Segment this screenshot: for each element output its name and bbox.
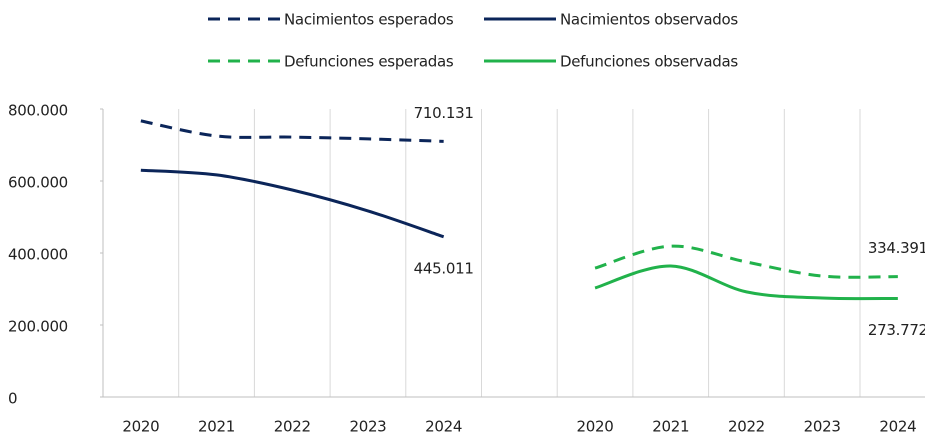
y-tick-label: 200.000 bbox=[8, 318, 68, 336]
legend-label: Nacimientos observados bbox=[560, 11, 738, 29]
data-label: 445.011 bbox=[414, 259, 474, 277]
x-tick-label: 2023 bbox=[804, 418, 841, 436]
data-label: 273.772 bbox=[868, 321, 925, 339]
line-series bbox=[140, 168, 445, 239]
data-label: 334.391 bbox=[868, 239, 925, 257]
line-series bbox=[594, 264, 898, 301]
x-tick-label: 2020 bbox=[577, 418, 614, 436]
x-tick-label: 2021 bbox=[652, 418, 689, 436]
y-tick-label: 800.000 bbox=[8, 102, 68, 120]
x-tick-label: 2020 bbox=[122, 418, 159, 436]
line-series bbox=[140, 119, 444, 143]
legend-label: Defunciones observadas bbox=[560, 53, 738, 71]
x-tick-label: 2024 bbox=[879, 418, 916, 436]
y-tick-label: 400.000 bbox=[8, 246, 68, 264]
x-tick-label: 2024 bbox=[425, 418, 462, 436]
data-label: 710.131 bbox=[414, 104, 474, 122]
x-tick-label: 2021 bbox=[198, 418, 235, 436]
legend-label: Nacimientos esperados bbox=[284, 11, 454, 29]
legend-label: Defunciones esperadas bbox=[284, 53, 454, 71]
x-tick-label: 2023 bbox=[349, 418, 386, 436]
y-tick-label: 0 bbox=[8, 390, 17, 408]
x-tick-label: 2022 bbox=[728, 418, 765, 436]
y-tick-label: 600.000 bbox=[8, 174, 68, 192]
x-tick-label: 2022 bbox=[274, 418, 311, 436]
